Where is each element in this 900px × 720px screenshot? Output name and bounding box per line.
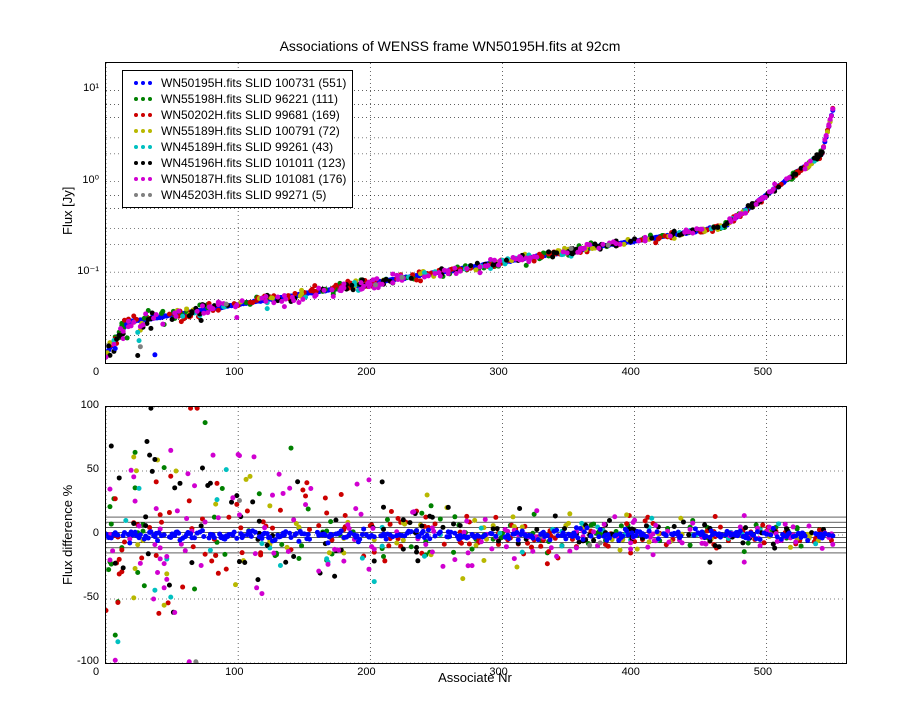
figure: Associations of WENSS frame WN50195H.fit… [0,0,900,720]
legend-entry: WN45196H.fits SLID 101011 (123) [129,155,346,171]
bottom-xtick-label: 400 [622,666,640,678]
legend-marker-icon [129,78,157,88]
legend-label: WN45203H.fits SLID 99271 (5) [161,187,326,203]
bottom-xtick-label: 300 [489,666,507,678]
top-xtick-label: 400 [622,366,640,378]
legend-marker-icon [129,126,157,136]
legend: WN50195H.fits SLID 100731 (551)WN55198H.… [122,70,353,208]
bottom-ytick-label: -50 [59,591,99,603]
top-xtick-label: 200 [357,366,375,378]
bottom-ytick-label: 100 [59,399,99,411]
legend-label: WN55189H.fits SLID 100791 (72) [161,123,340,139]
bottom-xtick-label: 100 [225,666,243,678]
legend-entry: WN45203H.fits SLID 99271 (5) [129,187,346,203]
legend-entry: WN50202H.fits SLID 99681 (169) [129,107,346,123]
top-ytick-label: 10⁰ [59,173,99,186]
legend-marker-icon [129,158,157,168]
legend-marker-icon [129,174,157,184]
legend-marker-icon [129,142,157,152]
legend-label: WN50187H.fits SLID 101081 (176) [161,171,346,187]
bottom-xtick-label: 200 [357,666,375,678]
bottom-xtick-label: 500 [754,666,772,678]
top-xtick-label: 300 [489,366,507,378]
legend-label: WN50195H.fits SLID 100731 (551) [161,75,346,91]
legend-entry: WN50195H.fits SLID 100731 (551) [129,75,346,91]
top-xtick-label: 500 [754,366,772,378]
top-ylabel: Flux [Jy] [60,187,75,235]
bottom-xtick-label: 0 [93,666,99,678]
legend-marker-icon [129,110,157,120]
top-xtick-label: 100 [225,366,243,378]
bottom-xlabel: Associate Nr [105,670,845,685]
legend-label: WN45189H.fits SLID 99261 (43) [161,139,333,155]
legend-label: WN50202H.fits SLID 99681 (169) [161,107,340,123]
legend-entry: WN55198H.fits SLID 96221 (111) [129,91,346,107]
legend-entry: WN45189H.fits SLID 99261 (43) [129,139,346,155]
top-ytick-label: 10⁻¹ [59,264,99,277]
top-xtick-label: 0 [93,366,99,378]
flux-diff-scatter-plot [105,406,847,664]
chart-title: Associations of WENSS frame WN50195H.fit… [0,38,900,54]
legend-marker-icon [129,94,157,104]
bottom-ytick-label: 50 [59,463,99,475]
legend-marker-icon [129,190,157,200]
top-ytick-label: 10¹ [59,82,99,94]
legend-entry: WN55189H.fits SLID 100791 (72) [129,123,346,139]
legend-label: WN55198H.fits SLID 96221 (111) [161,91,338,107]
bottom-ytick-label: 0 [59,527,99,539]
legend-label: WN45196H.fits SLID 101011 (123) [161,155,346,171]
legend-entry: WN50187H.fits SLID 101081 (176) [129,171,346,187]
flux-diff-scatter-svg [106,407,846,663]
